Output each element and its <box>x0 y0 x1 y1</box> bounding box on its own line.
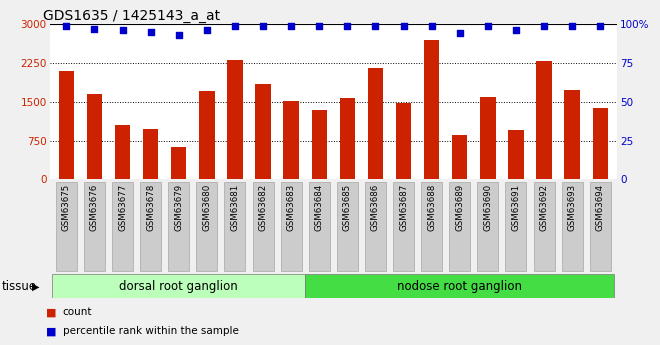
Bar <box>283 101 299 179</box>
Bar <box>86 94 102 179</box>
Point <box>145 29 156 35</box>
Bar <box>312 110 327 179</box>
Text: GSM63678: GSM63678 <box>146 184 155 231</box>
Bar <box>368 68 383 179</box>
Bar <box>593 108 608 179</box>
Bar <box>171 147 187 179</box>
FancyBboxPatch shape <box>562 182 583 271</box>
FancyBboxPatch shape <box>589 182 610 271</box>
Text: GSM63692: GSM63692 <box>539 184 548 231</box>
Point <box>89 26 100 32</box>
Text: GSM63686: GSM63686 <box>371 184 380 231</box>
Bar <box>143 129 158 179</box>
Point <box>201 28 212 33</box>
Point <box>455 31 465 36</box>
Point <box>342 23 352 28</box>
Text: GSM63693: GSM63693 <box>568 184 577 231</box>
Bar <box>52 274 305 298</box>
Bar <box>480 97 496 179</box>
FancyBboxPatch shape <box>309 182 330 271</box>
FancyBboxPatch shape <box>140 182 161 271</box>
Bar <box>396 104 411 179</box>
Text: ■: ■ <box>46 326 57 336</box>
Text: GDS1635 / 1425143_a_at: GDS1635 / 1425143_a_at <box>43 9 220 23</box>
Text: GSM63685: GSM63685 <box>343 184 352 231</box>
Point <box>398 23 409 28</box>
Point <box>258 23 269 28</box>
FancyBboxPatch shape <box>196 182 217 271</box>
Text: GSM63679: GSM63679 <box>174 184 183 231</box>
FancyBboxPatch shape <box>533 182 554 271</box>
Text: GSM63689: GSM63689 <box>455 184 464 231</box>
FancyBboxPatch shape <box>337 182 358 271</box>
FancyBboxPatch shape <box>506 182 527 271</box>
Point <box>595 23 605 28</box>
Bar <box>508 130 523 179</box>
FancyBboxPatch shape <box>253 182 274 271</box>
Text: GSM63681: GSM63681 <box>230 184 240 231</box>
Text: count: count <box>63 307 92 317</box>
Text: tissue: tissue <box>1 280 36 293</box>
Point <box>426 23 437 28</box>
Point <box>567 23 578 28</box>
Text: GSM63684: GSM63684 <box>315 184 324 231</box>
Bar <box>59 71 74 179</box>
Bar <box>115 125 130 179</box>
Bar <box>452 135 467 179</box>
Text: GSM63676: GSM63676 <box>90 184 99 231</box>
Point <box>511 28 521 33</box>
FancyBboxPatch shape <box>280 182 302 271</box>
Bar <box>564 90 580 179</box>
Text: ▶: ▶ <box>32 282 39 291</box>
FancyBboxPatch shape <box>56 182 77 271</box>
Point <box>117 28 128 33</box>
Point <box>370 23 381 28</box>
Point <box>482 23 493 28</box>
Bar <box>424 40 440 179</box>
FancyBboxPatch shape <box>477 182 498 271</box>
FancyBboxPatch shape <box>224 182 246 271</box>
Bar <box>199 91 214 179</box>
Text: GSM63688: GSM63688 <box>427 184 436 231</box>
Point <box>314 23 325 28</box>
Text: GSM63690: GSM63690 <box>483 184 492 231</box>
Bar <box>227 60 243 179</box>
FancyBboxPatch shape <box>365 182 386 271</box>
FancyBboxPatch shape <box>84 182 105 271</box>
Bar <box>537 61 552 179</box>
Bar <box>340 98 355 179</box>
Bar <box>305 274 614 298</box>
Point <box>174 32 184 38</box>
Text: GSM63687: GSM63687 <box>399 184 408 231</box>
Text: dorsal root ganglion: dorsal root ganglion <box>119 280 238 293</box>
Text: GSM63694: GSM63694 <box>596 184 605 231</box>
FancyBboxPatch shape <box>393 182 414 271</box>
Text: GSM63677: GSM63677 <box>118 184 127 231</box>
Text: ■: ■ <box>46 307 57 317</box>
FancyBboxPatch shape <box>421 182 442 271</box>
Point <box>286 23 296 28</box>
Text: GSM63680: GSM63680 <box>203 184 211 231</box>
FancyBboxPatch shape <box>449 182 471 271</box>
Text: percentile rank within the sample: percentile rank within the sample <box>63 326 238 336</box>
Text: GSM63675: GSM63675 <box>62 184 71 231</box>
Text: GSM63682: GSM63682 <box>259 184 267 231</box>
Point <box>230 23 240 28</box>
Text: GSM63691: GSM63691 <box>512 184 521 231</box>
FancyBboxPatch shape <box>168 182 189 271</box>
Point <box>539 23 549 28</box>
FancyBboxPatch shape <box>112 182 133 271</box>
Bar <box>255 84 271 179</box>
Text: GSM63683: GSM63683 <box>286 184 296 231</box>
Text: nodose root ganglion: nodose root ganglion <box>397 280 522 293</box>
Point <box>61 23 72 28</box>
